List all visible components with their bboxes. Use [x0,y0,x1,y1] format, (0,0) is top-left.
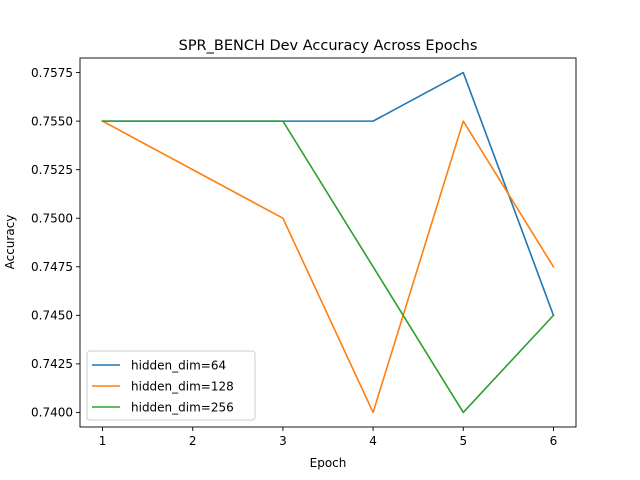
x-tick-label: 4 [369,434,377,448]
legend-label-1: hidden_dim=64 [131,358,226,372]
chart-title: SPR_BENCH Dev Accuracy Across Epochs [179,38,478,54]
y-axis-label: Accuracy [3,215,17,270]
y-tick-label: 0.7450 [31,309,73,323]
y-tick-label: 0.7400 [31,406,73,420]
x-axis-label: Epoch [310,456,347,470]
x-tick-label: 6 [550,434,558,448]
plot-frame [79,57,577,428]
x-tick-label: 1 [99,434,107,448]
x-tick-label: 5 [459,434,467,448]
y-tick-label: 0.7475 [31,260,73,274]
y-tick-label: 0.7425 [31,357,73,371]
legend-label-3: hidden_dim=256 [131,400,234,414]
series-line-3 [101,120,555,414]
y-tick-label: 0.7525 [31,163,73,177]
legend-box [86,350,256,421]
y-tick-label: 0.7575 [31,66,73,80]
y-tick-label: 0.7550 [31,114,73,128]
x-tick-label: 2 [189,434,197,448]
x-tick-label: 3 [279,434,287,448]
legend-label-2: hidden_dim=128 [131,379,234,393]
series-line-2 [101,120,555,414]
legend: hidden_dim=64 hidden_dim=128 hidden_dim=25… [86,350,256,421]
y-tick-label: 0.7500 [31,212,73,226]
